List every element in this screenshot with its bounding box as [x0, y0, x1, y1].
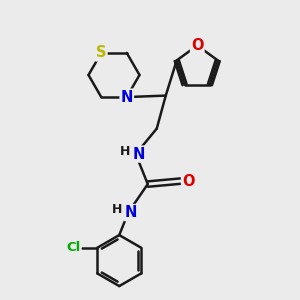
- Text: N: N: [133, 147, 145, 162]
- Text: H: H: [120, 145, 130, 158]
- Text: N: N: [124, 205, 137, 220]
- Text: O: O: [182, 174, 194, 189]
- Text: Cl: Cl: [66, 241, 80, 254]
- Text: S: S: [96, 45, 106, 60]
- Text: N: N: [121, 90, 133, 105]
- Text: H: H: [112, 203, 122, 216]
- Text: O: O: [191, 38, 203, 53]
